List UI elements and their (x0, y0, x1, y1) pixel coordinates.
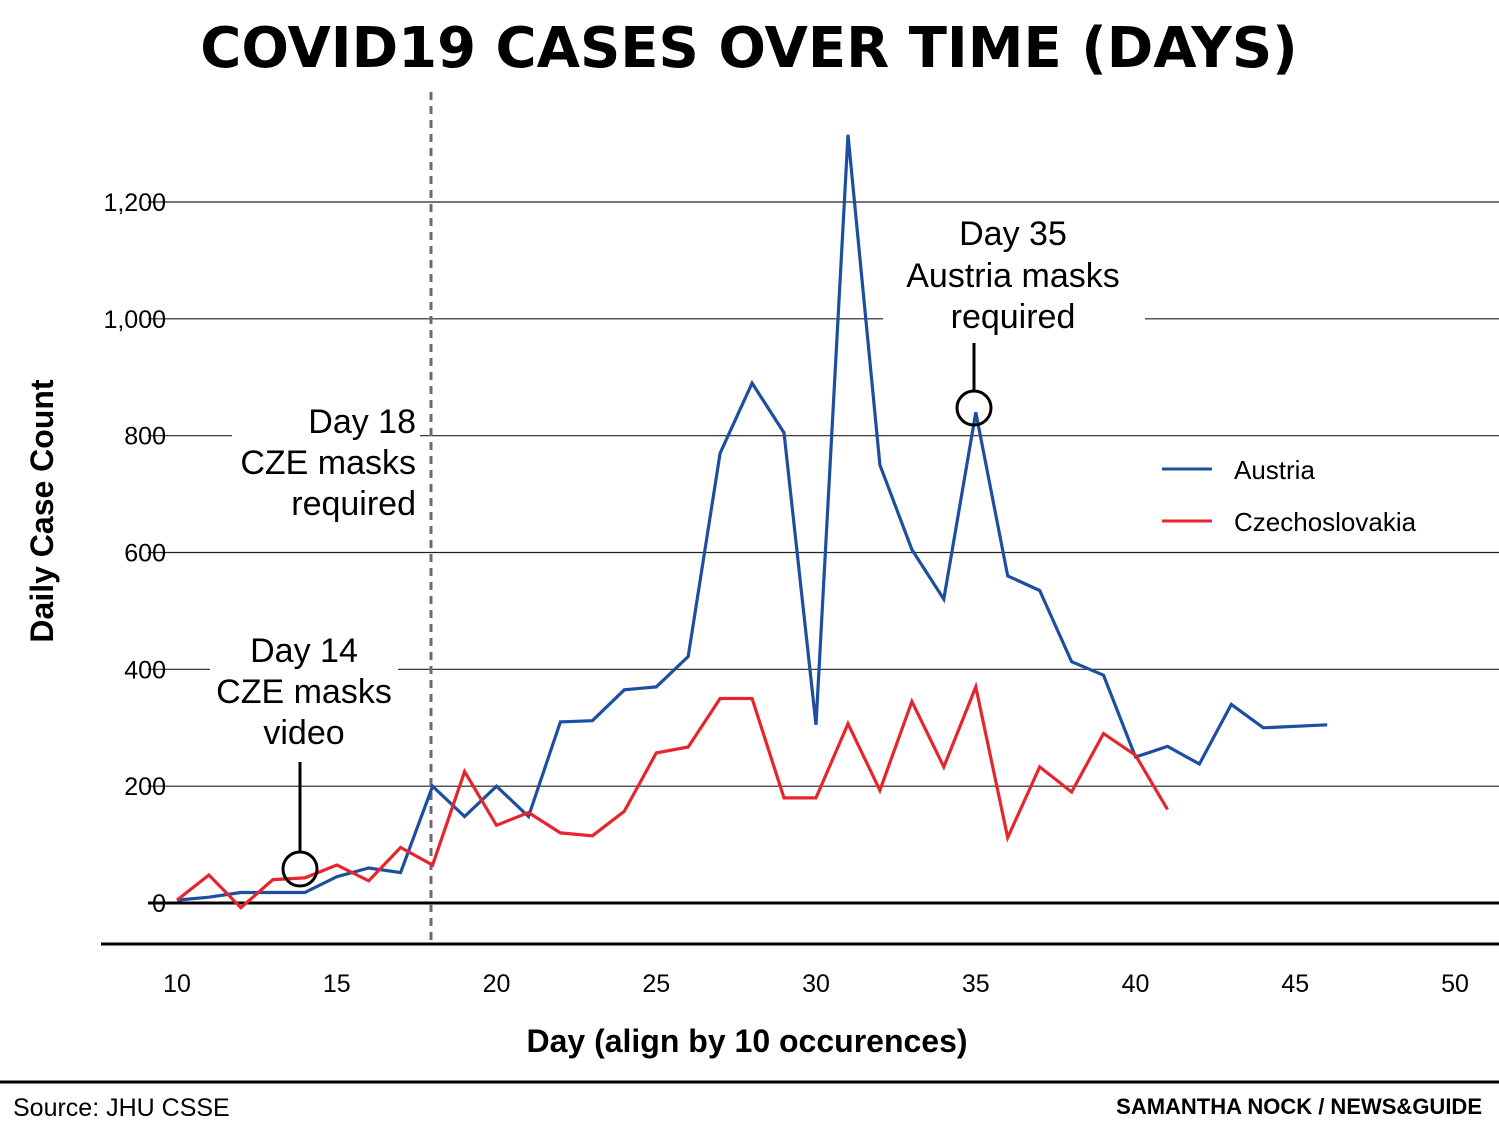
x-tick-label: 20 (483, 970, 511, 998)
x-tick-label: 30 (802, 970, 830, 998)
annotation-day35-line2: Austria masks (906, 257, 1120, 295)
chart-title: COVID19 CASES OVER TIME (DAYS) (200, 16, 1298, 81)
y-tick-label: 200 (124, 773, 166, 801)
x-tick-label: 35 (962, 970, 990, 998)
legend: Austria Czechoslovakia (1162, 455, 1417, 537)
y-tick-label: 800 (124, 423, 166, 451)
annotation-day35: Day 35 Austria masks required (883, 210, 1145, 427)
series-line-austria (176, 134, 1328, 902)
y-tick-label: 1,200 (103, 189, 166, 217)
x-tick-label: 40 (1122, 970, 1150, 998)
annotation-day18: Day 18 CZE masks required (232, 398, 420, 524)
annotation-day18-line3: required (291, 485, 416, 523)
y-tick-label: 1,000 (103, 306, 166, 334)
y-tick-label: 400 (124, 656, 166, 684)
annotation-day35-line3: required (951, 298, 1076, 336)
credit-line: SAMANTHA NOCK / NEWS&GUIDE (1116, 1094, 1482, 1119)
x-tick-label: 50 (1441, 970, 1469, 998)
annotation-day35-circle (955, 389, 993, 427)
series-lines (176, 134, 1328, 910)
annotation-day18-line1: Day 18 (308, 403, 416, 441)
annotation-day14: Day 14 CZE masks video (210, 627, 398, 888)
series-line-czechoslovakia (176, 681, 1169, 910)
annotation-day14-line1: Day 14 (250, 632, 358, 670)
x-tick-label: 45 (1281, 970, 1309, 998)
y-tick-label: 600 (124, 540, 166, 568)
legend-label-czechoslovakia: Czechoslovakia (1234, 507, 1417, 537)
x-tick-label: 25 (642, 970, 670, 998)
source-note: Source: JHU CSSE (13, 1094, 230, 1121)
annotation-day18-line2: CZE masks (240, 444, 416, 482)
x-tick-labels: 10 15 20 25 30 35 40 45 50 (163, 970, 1469, 998)
x-axis-title: Day (align by 10 occurences) (526, 1023, 967, 1059)
annotation-day35-line1: Day 35 (959, 215, 1067, 253)
annotation-day14-line3: video (263, 714, 344, 752)
annotation-day14-circle (281, 850, 319, 888)
annotation-day14-line2: CZE masks (216, 673, 392, 711)
y-axis-title: Daily Case Count (24, 379, 60, 643)
x-tick-label: 15 (323, 970, 351, 998)
legend-label-austria: Austria (1234, 455, 1315, 485)
x-tick-label: 10 (163, 970, 191, 998)
